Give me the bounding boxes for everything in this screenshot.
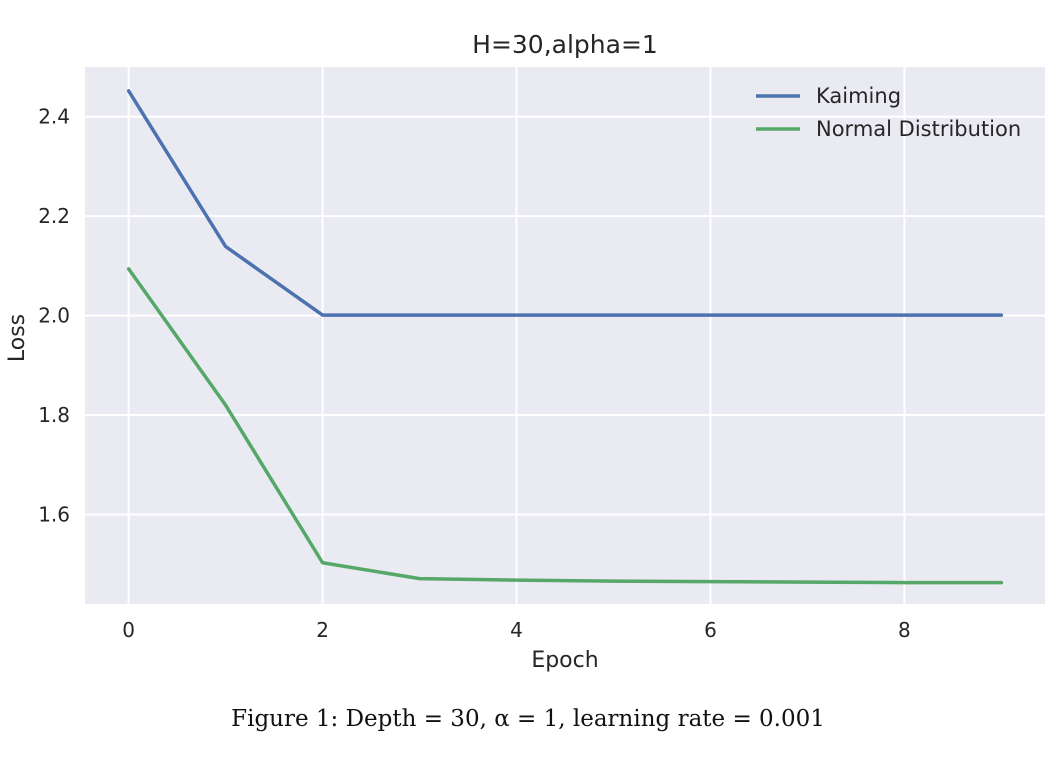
x-tick-label: 0 xyxy=(122,618,135,642)
y-tick-labels: 1.6 1.8 2.0 2.2 2.4 xyxy=(38,105,70,527)
plot-background xyxy=(85,67,1045,604)
legend: Kaiming Normal Distribution xyxy=(756,84,1021,141)
x-tick-labels: 0 2 4 6 8 xyxy=(122,618,910,642)
series-line-normal-distribution xyxy=(126,267,1004,585)
y-tick-label: 2.2 xyxy=(38,204,70,228)
y-tick-label: 2.0 xyxy=(38,304,70,328)
x-tick-label: 4 xyxy=(510,618,523,642)
grid-lines xyxy=(85,67,1045,604)
y-tick-label: 1.6 xyxy=(38,503,70,527)
x-axis-label: Epoch xyxy=(531,648,598,673)
series-line-kaiming xyxy=(126,89,1004,317)
chart-title: H=30,alpha=1 xyxy=(472,30,658,59)
y-tick-label: 1.8 xyxy=(38,403,70,427)
figure-caption: Figure 1: Depth = 30, α = 1, learning ra… xyxy=(231,706,825,732)
x-tick-label: 2 xyxy=(316,618,329,642)
y-axis-label: Loss xyxy=(5,314,30,362)
x-tick-label: 8 xyxy=(898,618,911,642)
legend-label-kaiming: Kaiming xyxy=(816,84,901,108)
y-tick-label: 2.4 xyxy=(38,105,70,129)
series-lines xyxy=(126,89,1004,585)
x-tick-label: 6 xyxy=(704,618,717,642)
loss-chart: 0 2 4 6 8 1.6 1.8 2.0 2.2 2.4 H=30,alpha=1 Epoch… xyxy=(5,30,1045,673)
legend-label-normal-distribution: Normal Distribution xyxy=(816,117,1021,141)
